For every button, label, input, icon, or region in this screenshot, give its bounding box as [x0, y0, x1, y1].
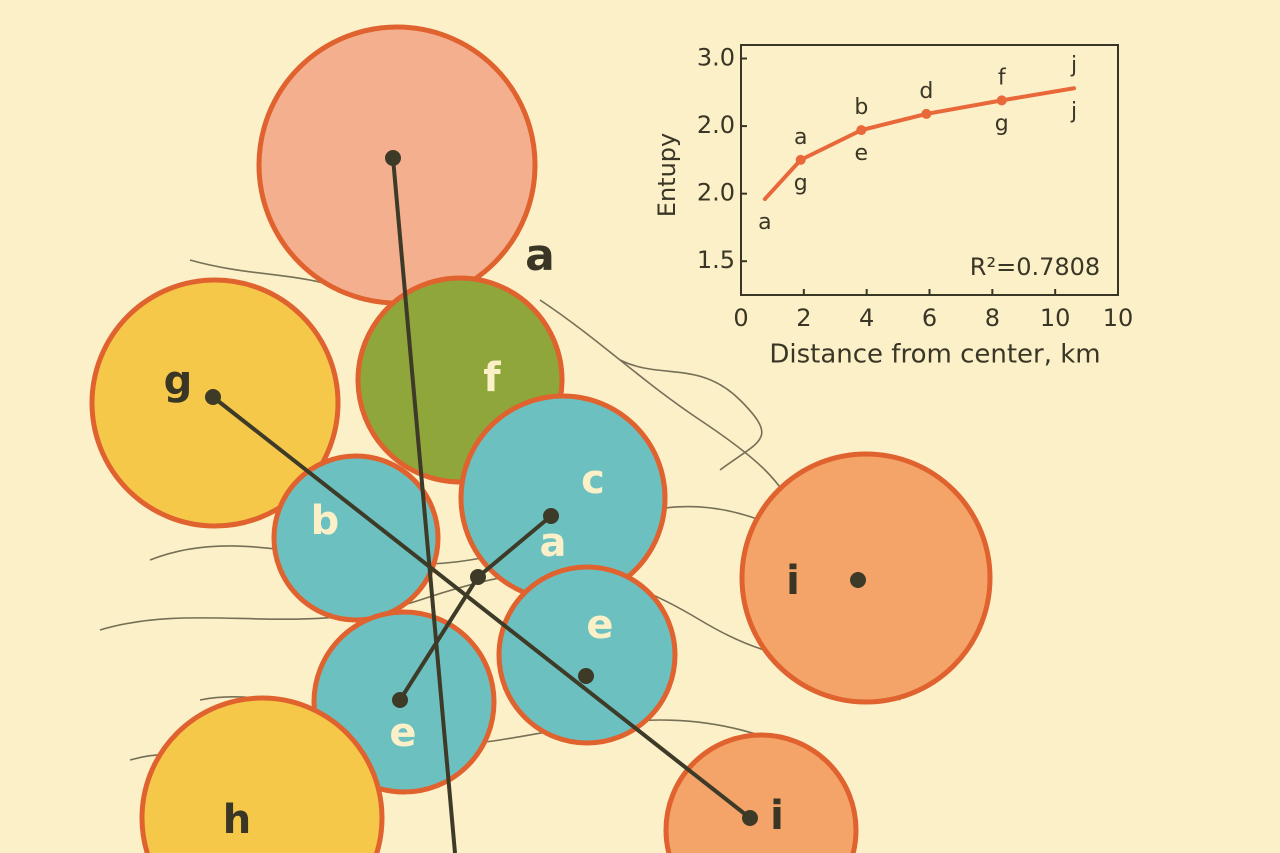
node-dot: [205, 389, 221, 405]
point-label: a: [794, 125, 807, 150]
x-tick-label: 6: [922, 304, 937, 332]
district-label: c: [581, 457, 605, 503]
series-line: [762, 86, 1077, 202]
district-circle: [256, 24, 538, 306]
district-label: h: [223, 797, 251, 843]
link-line: [211, 395, 752, 820]
node-dot: [850, 572, 866, 588]
point-label: g: [794, 171, 808, 196]
district-circle: [496, 564, 678, 746]
point-label: d: [919, 79, 933, 104]
district-label: b: [311, 498, 340, 544]
district-circle: [739, 451, 993, 705]
y-tick-label: 3.0: [697, 44, 735, 72]
y-tick-label: 2.0: [697, 179, 735, 207]
district-label: a: [540, 520, 567, 566]
data-point: [921, 108, 932, 119]
district-label: e: [586, 602, 613, 648]
district-label: e: [389, 710, 416, 756]
y-tick-label: 2.0: [697, 111, 735, 139]
x-tick-label: 0: [733, 304, 748, 332]
district-label: i: [770, 793, 784, 839]
district-circle: [663, 732, 859, 853]
node-dot: [392, 692, 408, 708]
point-label: j: [1070, 99, 1077, 124]
district-label: i: [786, 558, 800, 604]
x-axis-label: Distance from center, km: [769, 340, 1100, 370]
point-label: a: [758, 210, 771, 235]
node-dot: [470, 569, 486, 585]
data-point: [856, 125, 867, 136]
link-line: [398, 575, 480, 702]
point-label: f: [998, 65, 1007, 90]
link-line: [476, 514, 553, 579]
node-dot: [543, 508, 559, 524]
point-label: j: [1070, 53, 1077, 78]
x-tick-label: 8: [985, 304, 1000, 332]
x-tick-label: 10: [1040, 304, 1071, 332]
data-point: [795, 154, 806, 165]
y-tick-label: 1.5: [697, 246, 735, 274]
district-circle: [139, 695, 385, 853]
district-label: a: [525, 230, 555, 281]
x-tick-label: 4: [859, 304, 874, 332]
node-dot: [742, 810, 758, 826]
point-label: g: [995, 111, 1009, 136]
road: [539, 299, 801, 521]
district-label: g: [164, 358, 193, 404]
node-dot: [578, 668, 594, 684]
district-circle: [271, 453, 441, 623]
district-label: f: [483, 355, 501, 401]
point-label: e: [855, 141, 869, 166]
x-tick-label: 2: [796, 304, 811, 332]
data-point: [996, 95, 1007, 106]
y-axis-label: Entupy: [653, 133, 681, 217]
link-line: [391, 157, 457, 853]
links: [211, 157, 752, 853]
x-tick-label: 10: [1103, 304, 1134, 332]
annotation: R²=0.7808: [970, 253, 1100, 281]
point-label: b: [854, 95, 868, 120]
node-dot: [385, 150, 401, 166]
road: [619, 359, 763, 471]
